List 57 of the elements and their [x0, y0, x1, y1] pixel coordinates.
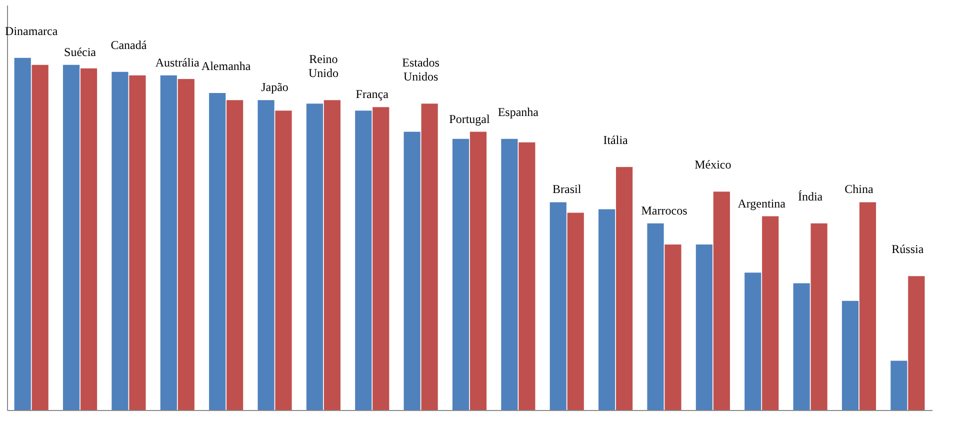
bar	[129, 75, 146, 410]
bar	[501, 138, 518, 410]
bar	[452, 138, 470, 410]
bar	[550, 202, 566, 410]
bar	[306, 104, 324, 410]
bar	[275, 110, 292, 410]
bar	[178, 78, 194, 410]
x-tick-label: Dinamarca	[5, 24, 58, 38]
bar	[859, 202, 876, 410]
bar	[842, 300, 859, 410]
x-tick-label: Canadá	[110, 38, 148, 52]
bar	[258, 100, 274, 410]
bar	[62, 64, 80, 410]
x-tick-label: México	[694, 158, 732, 172]
x-tick-label: Reino Unido	[308, 52, 338, 80]
bar	[616, 167, 633, 410]
x-tick-label: Itália	[603, 133, 629, 147]
bar	[890, 360, 908, 410]
bar	[112, 72, 128, 410]
bar	[226, 100, 244, 410]
bar	[598, 209, 616, 410]
bar	[372, 107, 390, 410]
bar	[518, 142, 536, 410]
x-tick-label: França	[356, 87, 390, 102]
bar	[209, 93, 226, 410]
x-tick-label: Rússia	[892, 242, 924, 256]
bar	[810, 223, 828, 410]
bar	[470, 132, 487, 410]
bar	[713, 192, 730, 410]
x-tick-label: Espanha	[498, 104, 540, 119]
x-tick-label: Austrália	[155, 55, 200, 70]
bar	[908, 276, 925, 410]
bar	[744, 272, 762, 410]
bar	[793, 283, 810, 410]
bar	[80, 68, 98, 410]
bar	[567, 212, 584, 410]
x-tick-label: Suécia	[64, 44, 97, 59]
x-tick-label: Marrocos	[641, 203, 688, 218]
x-tick-label: Portugal	[449, 112, 490, 126]
bar	[647, 223, 664, 410]
bar	[762, 216, 779, 410]
x-tick-label: Japão	[261, 80, 288, 94]
x-tick-label: Índia	[798, 189, 824, 204]
bar	[32, 64, 48, 410]
bar	[14, 58, 31, 410]
x-tick-label: Alemanha	[201, 59, 252, 74]
x-tick-label: Estados Unidos	[402, 56, 440, 84]
bar	[324, 100, 340, 410]
bar	[664, 244, 682, 410]
bar	[404, 132, 420, 410]
x-tick-label: Brasil	[552, 182, 582, 196]
bar	[696, 244, 712, 410]
bar	[355, 110, 372, 410]
bar	[421, 104, 438, 410]
bar	[160, 75, 177, 410]
x-tick-label: China	[844, 182, 874, 196]
x-tick-label: Argentina	[738, 196, 786, 210]
